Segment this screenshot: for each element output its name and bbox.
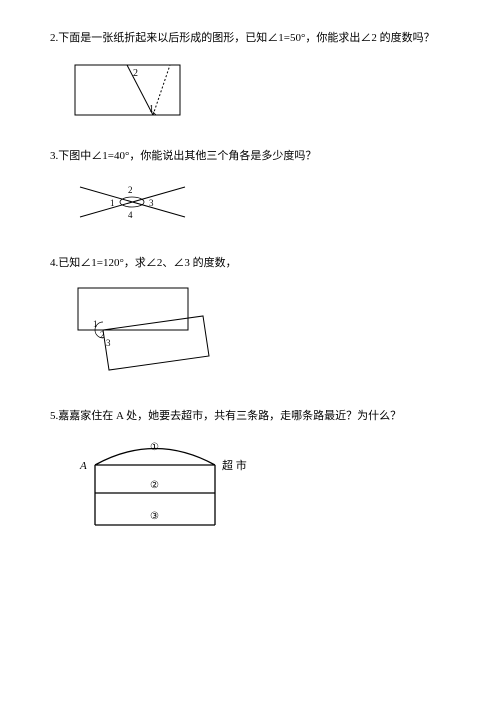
- problem-3-number: 3: [50, 150, 56, 162]
- label-2: 2: [128, 185, 133, 195]
- problem-3: 3.下图中∠1=40°，你能说出其他三个角各是多少度吗？ 1 2 3 4: [50, 148, 450, 228]
- label-path-1: ①: [150, 442, 159, 453]
- label-2: 2: [100, 330, 105, 340]
- problem-4-number: 4: [50, 257, 56, 269]
- problem-5-number: 5: [50, 410, 56, 422]
- problem-3-body: 下图中∠1=40°，你能说出其他三个角各是多少度吗？: [58, 150, 316, 162]
- problem-5-figure: A 超 市 ① ② ③: [70, 437, 450, 537]
- label-1: 1: [93, 319, 98, 329]
- problem-5-body: 嘉嘉家住在 A 处，她要去超市，共有三条路，走哪条路最近？为什么？: [58, 410, 401, 422]
- label-1: 1: [110, 198, 115, 208]
- problem-4-body: 已知∠1=120°，求∠2、∠3 的度数，: [58, 257, 236, 269]
- label-angle-1: 1: [149, 104, 154, 115]
- label-4: 4: [128, 210, 133, 220]
- label-3: 3: [106, 338, 111, 348]
- problem-5-text: 5.嘉嘉家住在 A 处，她要去超市，共有三条路，走哪条路最近？为什么？: [50, 408, 450, 426]
- problem-2-figure: 2 1: [70, 60, 450, 120]
- problem-4-figure: 1 2 3: [70, 285, 450, 380]
- label-3: 3: [149, 198, 154, 208]
- label-angle-2: 2: [133, 68, 138, 79]
- label-path-2: ②: [150, 480, 159, 491]
- problem-3-text: 3.下图中∠1=40°，你能说出其他三个角各是多少度吗？: [50, 148, 450, 166]
- problem-5: 5.嘉嘉家住在 A 处，她要去超市，共有三条路，走哪条路最近？为什么？ A 超 …: [50, 408, 450, 538]
- problem-4: 4.已知∠1=120°，求∠2、∠3 的度数， 1 2 3: [50, 255, 450, 380]
- label-market: 超 市: [222, 458, 247, 472]
- problem-2: 2.下面是一张纸折起来以后形成的图形，已知∠1=50°，你能求出∠2 的度数吗？…: [50, 30, 450, 120]
- label-A: A: [79, 460, 87, 472]
- label-path-3: ③: [150, 511, 159, 522]
- problem-2-number: 2: [50, 32, 56, 44]
- problem-2-body: 下面是一张纸折起来以后形成的图形，已知∠1=50°，你能求出∠2 的度数吗？: [58, 32, 434, 44]
- problem-3-figure: 1 2 3 4: [70, 177, 450, 227]
- problem-2-text: 2.下面是一张纸折起来以后形成的图形，已知∠1=50°，你能求出∠2 的度数吗？: [50, 30, 450, 48]
- problem-4-text: 4.已知∠1=120°，求∠2、∠3 的度数，: [50, 255, 450, 273]
